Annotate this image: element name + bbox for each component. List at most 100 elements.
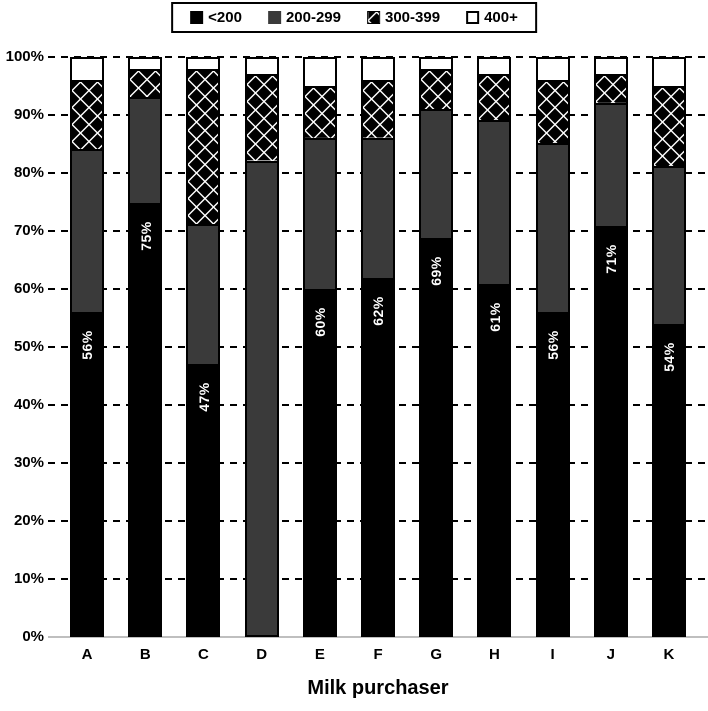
segment-B-300-399 [130, 70, 161, 100]
bar-value-label-C: 47% [188, 369, 218, 425]
bar-E: 60% [302, 57, 337, 637]
segment-F-400+ [363, 59, 394, 83]
bar-value-label-B: 75% [130, 208, 160, 264]
segment-H-<200: 61% [479, 283, 510, 635]
bar-value-text: 69% [428, 255, 445, 286]
segment-D-400+ [246, 59, 277, 77]
segment-I-<200: 56% [537, 312, 568, 635]
segment-B-<200: 75% [130, 202, 161, 635]
segment-J-<200: 71% [595, 226, 626, 635]
segment-H-200-299 [479, 122, 510, 284]
segment-E-300-399 [304, 87, 335, 140]
segment-C-400+ [188, 59, 219, 71]
segment-E-200-299 [304, 139, 335, 290]
bar-slot-I: 56% [524, 57, 582, 637]
bar-value-text: 61% [486, 301, 503, 332]
segment-D-200-299 [246, 162, 277, 635]
segment-E-<200: 60% [304, 289, 335, 635]
segment-K-<200: 54% [653, 323, 684, 635]
x-tick-label-I: I [550, 646, 555, 663]
y-axis-tick-labels: 100% 90% 80% 70% 60% 50% 40% 30% 20% 10% 0% [0, 0, 44, 660]
diamond-pattern-fill [421, 70, 452, 109]
legend-item-pattern: 300-399 [367, 9, 440, 26]
diamond-pattern-fill [246, 76, 277, 161]
bar-value-label-F: 62% [363, 283, 393, 339]
x-tick-label-G: G [430, 646, 443, 663]
y-tick-label: 20% [13, 512, 44, 529]
y-tick-label: 30% [13, 454, 44, 471]
bar-C: 47% [186, 57, 221, 637]
x-tick-label-A: A [81, 646, 93, 663]
segment-D-300-399 [246, 76, 277, 163]
bar-value-label-G: 69% [421, 243, 451, 299]
diamond-pattern-fill [479, 76, 510, 121]
segment-G-<200: 69% [421, 237, 452, 635]
segment-G-300-399 [421, 70, 452, 111]
segment-H-400+ [479, 59, 510, 77]
diamond-pattern-fill [595, 76, 626, 104]
segment-I-300-399 [537, 82, 568, 146]
bar-value-text: 60% [311, 307, 328, 338]
bar-slot-H: 61% [465, 57, 523, 637]
segment-C-<200: 47% [188, 364, 219, 635]
bar-slot-D [233, 57, 291, 637]
x-axis-title: Milk purchaser [307, 677, 449, 699]
segment-G-400+ [421, 59, 452, 71]
x-tick-label-F: F [373, 646, 383, 663]
segment-J-200-299 [595, 105, 626, 227]
segment-H-300-399 [479, 76, 510, 123]
segment-B-200-299 [130, 99, 161, 203]
legend-label: 400+ [484, 9, 518, 26]
bar-K: 54% [651, 57, 686, 637]
bar-J: 71% [593, 57, 628, 637]
y-tick-label: 100% [5, 48, 44, 65]
y-tick-label: 80% [13, 164, 44, 181]
bar-value-text: 71% [602, 244, 619, 274]
bar-slot-K: 54% [640, 57, 698, 637]
black-swatch-icon [190, 11, 204, 24]
y-tick-label: 90% [13, 106, 44, 123]
bar-value-label-H: 61% [479, 289, 509, 345]
segment-K-400+ [653, 59, 684, 88]
bar-slot-A: 56% [58, 57, 116, 637]
diamond-pattern-fill [653, 87, 684, 167]
diamond-pattern-fill [130, 70, 161, 98]
segment-F-300-399 [363, 82, 394, 140]
y-tick-label: 60% [13, 280, 44, 297]
bar-value-text: 75% [137, 221, 154, 251]
bar-value-text: 56% [79, 330, 96, 361]
segment-K-200-299 [653, 168, 684, 324]
bar-value-label-I: 56% [538, 317, 568, 373]
bar-value-label-E: 60% [305, 294, 335, 350]
x-axis-category-labels: A B C D E F G H I J K [58, 646, 698, 663]
legend-label: <200 [208, 9, 242, 26]
diamond-pattern-fill [537, 82, 568, 144]
bar-F: 62% [361, 57, 396, 637]
x-tick-label-K: K [663, 646, 675, 663]
x-tick-label-E: E [314, 646, 325, 663]
legend-label: 200-299 [285, 9, 341, 26]
bar-slot-J: 71% [582, 57, 640, 637]
bar-slot-F: 62% [349, 57, 407, 637]
bar-value-label-A: 56% [72, 317, 102, 373]
segment-I-200-299 [537, 145, 568, 313]
segment-C-200-299 [188, 226, 219, 365]
x-tick-label-J: J [606, 646, 615, 663]
y-tick-label: 70% [13, 222, 44, 239]
bar-slot-B: 75% [116, 57, 174, 637]
segment-I-400+ [537, 59, 568, 83]
segment-C-300-399 [188, 70, 219, 227]
diamond-pattern-fill [72, 82, 103, 150]
segment-A-300-399 [72, 82, 103, 152]
x-tick-label-H: H [488, 646, 500, 663]
bar-value-text: 62% [370, 296, 387, 326]
y-tick-label: 50% [13, 338, 44, 355]
bar-B: 75% [128, 57, 163, 637]
bar-slot-E: 60% [291, 57, 349, 637]
bar-D [244, 57, 279, 637]
x-tick-label-C: C [198, 646, 209, 663]
segment-B-400+ [130, 59, 161, 71]
segment-J-400+ [595, 59, 626, 77]
bar-slot-G: 69% [407, 57, 465, 637]
